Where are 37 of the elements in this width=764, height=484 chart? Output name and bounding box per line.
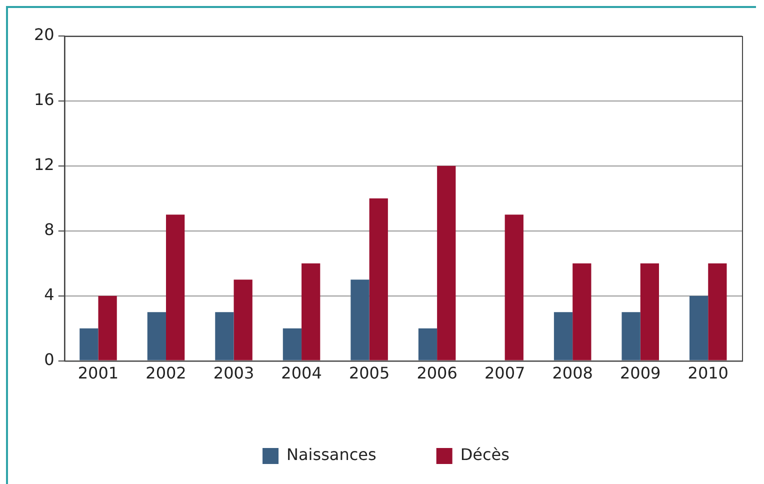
x-tick-label: 2010 [688, 364, 728, 383]
bar [80, 328, 98, 360]
bar [437, 166, 456, 360]
x-tick-label: 2004 [281, 364, 322, 383]
bar [369, 198, 388, 360]
legend-label: Décès [460, 445, 510, 464]
bar [640, 263, 659, 360]
bar [282, 328, 302, 360]
bar [302, 263, 320, 360]
x-tick-label: 2007 [484, 364, 526, 383]
bar [98, 296, 117, 360]
y-tick-label: 16 [34, 90, 54, 110]
bar [554, 312, 573, 360]
bar [689, 296, 708, 360]
x-tick-label: 2002 [146, 364, 186, 383]
x-tick-label: 2003 [213, 364, 254, 383]
y-tick-label: 4 [44, 284, 54, 304]
bar [215, 312, 234, 360]
bar [147, 312, 166, 360]
legend-label: Naissances [286, 445, 376, 464]
x-tick-label: 2008 [552, 364, 593, 383]
y-tick-label: 8 [44, 220, 54, 240]
bar [572, 263, 592, 360]
bar [622, 312, 640, 360]
y-tick-label: 20 [34, 25, 54, 44]
bar [350, 280, 370, 360]
bar [166, 214, 185, 360]
x-tick-label: 2005 [348, 364, 390, 383]
x-tick-label: 2009 [620, 364, 661, 383]
bar [234, 280, 252, 360]
bar [708, 263, 727, 360]
y-tick-label: 0 [44, 350, 54, 369]
y-tick-label: 12 [34, 155, 54, 174]
x-tick-label: 2006 [416, 364, 458, 383]
bar [418, 328, 438, 360]
bar [504, 214, 524, 360]
x-tick-label: 2001 [78, 364, 119, 383]
